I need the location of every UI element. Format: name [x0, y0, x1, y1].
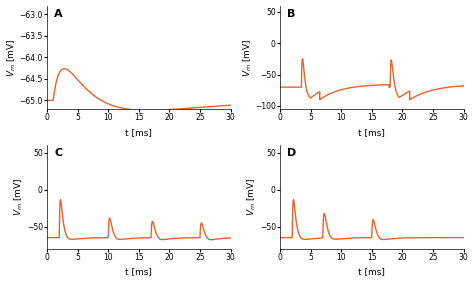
Y-axis label: $V_m$ [mV]: $V_m$ [mV] [13, 178, 25, 216]
Text: C: C [55, 148, 63, 158]
Y-axis label: $V_m$ [mV]: $V_m$ [mV] [246, 178, 258, 216]
X-axis label: t [ms]: t [ms] [358, 128, 385, 137]
Text: B: B [287, 9, 296, 19]
Text: D: D [287, 148, 297, 158]
X-axis label: t [ms]: t [ms] [125, 267, 152, 276]
Y-axis label: $V_m$ [mV]: $V_m$ [mV] [241, 38, 254, 77]
Text: A: A [55, 9, 63, 19]
X-axis label: t [ms]: t [ms] [125, 128, 152, 137]
Y-axis label: $V_m$ [mV]: $V_m$ [mV] [6, 38, 18, 77]
X-axis label: t [ms]: t [ms] [358, 267, 385, 276]
